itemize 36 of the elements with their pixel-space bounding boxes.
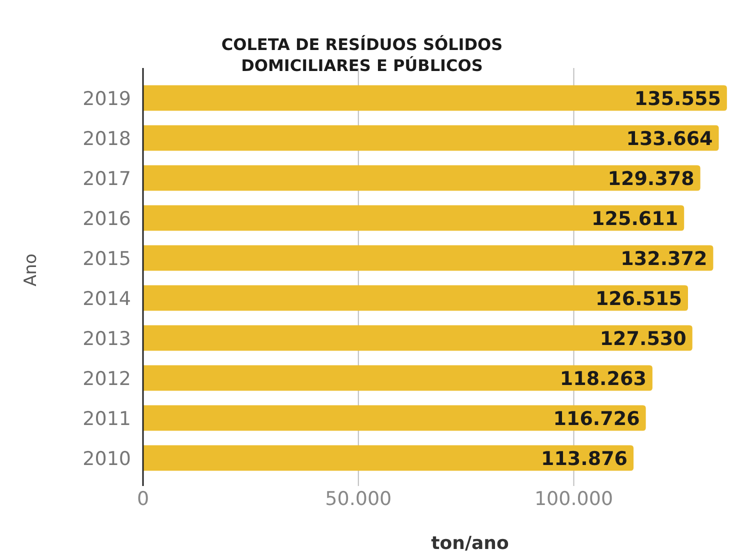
y-tick-label: 2012 <box>82 368 131 390</box>
data-label: 127.530 <box>600 328 686 350</box>
x-axis-title: ton/ano <box>431 533 509 554</box>
data-label: 132.372 <box>620 248 708 270</box>
bar <box>143 245 714 271</box>
x-tick-label: 100.000 <box>534 488 614 510</box>
y-tick-label: 2017 <box>82 168 131 190</box>
bar <box>143 325 692 351</box>
bar <box>143 85 727 111</box>
data-label: 126.515 <box>595 288 682 310</box>
data-label: 129.378 <box>608 168 694 190</box>
y-tick-label: 2018 <box>82 128 131 150</box>
x-tick-label: 0 <box>136 488 150 510</box>
y-tick-label: 2019 <box>82 88 131 110</box>
data-label: 125.611 <box>592 208 678 230</box>
y-tick-label: 2011 <box>82 408 131 430</box>
bar <box>143 165 700 191</box>
data-label: 135.555 <box>634 88 721 110</box>
y-axis-title: Ano <box>21 254 41 286</box>
bar <box>143 125 719 151</box>
y-tick-label: 2016 <box>82 208 131 230</box>
y-tick-label: 2013 <box>82 328 131 350</box>
x-tick-label: 50.000 <box>325 488 392 510</box>
chart-title: COLETA DE RESÍDUOS SÓLIDOS DOMICILIARES E PÚBLICOS <box>221 35 503 75</box>
bar <box>143 365 652 391</box>
y-tick-label: 2015 <box>82 248 131 270</box>
bar <box>143 405 646 431</box>
y-tick-label: 2014 <box>82 288 131 310</box>
data-label: 133.664 <box>626 128 713 150</box>
data-label: 118.263 <box>560 368 646 390</box>
bar <box>143 205 684 231</box>
bar <box>143 445 634 471</box>
bar <box>143 285 688 311</box>
y-tick-label: 2010 <box>82 448 131 470</box>
data-label: 116.726 <box>553 408 640 430</box>
data-label: 113.876 <box>540 448 628 470</box>
